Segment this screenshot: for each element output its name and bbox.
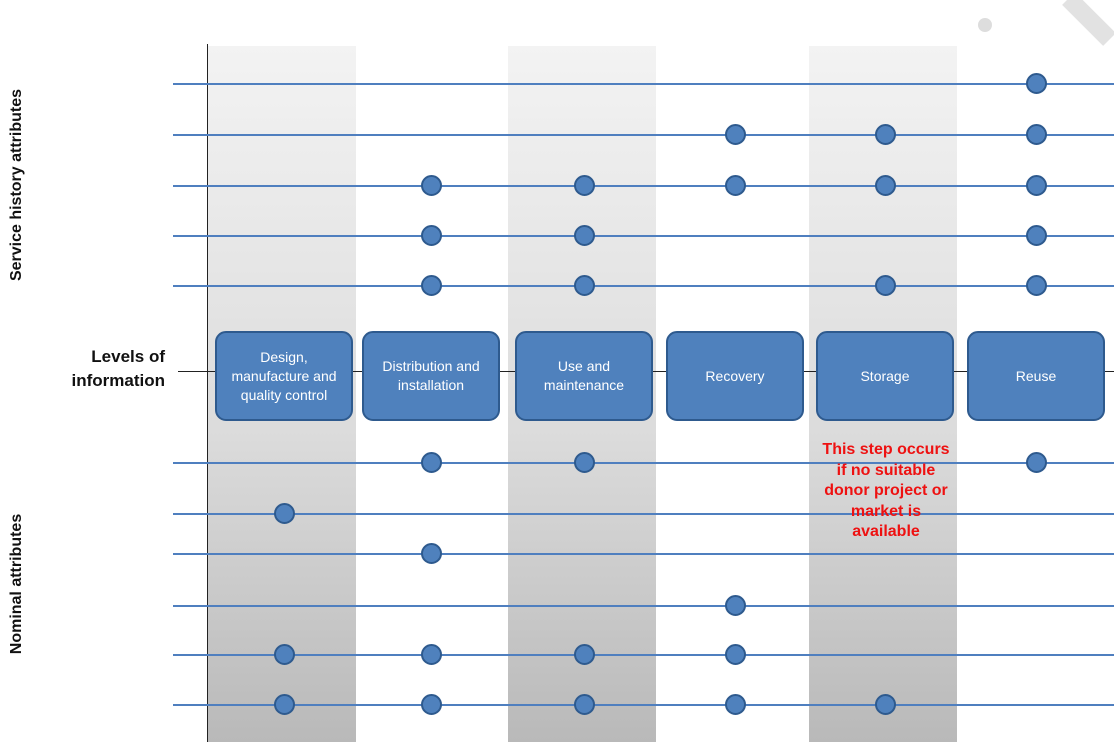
attribute-marker <box>1026 225 1047 246</box>
service-history-group-label: Service history attributes <box>8 55 26 315</box>
attribute-marker <box>421 225 442 246</box>
vertical-axis <box>207 44 208 742</box>
levels-of-information-label: Levels of information <box>40 345 165 393</box>
attribute-marker <box>1026 452 1047 473</box>
attribute-row-line <box>173 134 1114 136</box>
storage-condition-note: This step occurs if no suitable donor pr… <box>818 440 954 543</box>
attribute-marker <box>574 452 595 473</box>
attribute-row-line <box>173 462 1114 464</box>
attribute-marker <box>1026 275 1047 296</box>
attribute-row-line <box>173 513 1114 515</box>
attribute-row-line <box>173 83 1114 85</box>
stage-box: Storage <box>816 331 954 421</box>
attribute-row-line <box>173 285 1114 287</box>
attribute-marker <box>421 452 442 473</box>
stage-box: Reuse <box>967 331 1105 421</box>
attribute-marker <box>274 503 295 524</box>
attribute-marker <box>421 175 442 196</box>
attribute-marker <box>574 225 595 246</box>
stage-box: Distribution and installation <box>362 331 500 421</box>
attribute-marker <box>725 694 746 715</box>
attribute-marker <box>1026 175 1047 196</box>
nominal-group-label: Nominal attributes <box>8 484 26 684</box>
attribute-marker <box>875 175 896 196</box>
attribute-marker <box>274 644 295 665</box>
decorative-circle <box>978 18 992 32</box>
attribute-marker <box>421 644 442 665</box>
attribute-marker <box>725 644 746 665</box>
attribute-row-line <box>173 654 1114 656</box>
stage-box: Recovery <box>666 331 804 421</box>
levels-label-line: information <box>40 369 165 393</box>
attribute-marker <box>574 694 595 715</box>
attribute-marker <box>421 694 442 715</box>
attribute-marker <box>875 124 896 145</box>
attribute-marker <box>574 175 595 196</box>
attribute-marker <box>1026 124 1047 145</box>
attribute-marker <box>725 175 746 196</box>
attribute-row-line <box>173 704 1114 706</box>
attribute-marker <box>875 694 896 715</box>
stage-box: Use and maintenance <box>515 331 653 421</box>
decorative-slash <box>1062 0 1114 46</box>
attribute-marker <box>725 124 746 145</box>
attribute-marker <box>1026 73 1047 94</box>
attribute-row-line <box>173 235 1114 237</box>
attribute-marker <box>574 275 595 296</box>
attribute-marker <box>274 694 295 715</box>
attribute-marker <box>421 275 442 296</box>
attribute-marker <box>725 595 746 616</box>
stage-box: Design, manufacture and quality control <box>215 331 353 421</box>
attribute-row-line <box>173 553 1114 555</box>
attribute-marker <box>421 543 442 564</box>
attribute-row-line <box>173 605 1114 607</box>
attribute-marker <box>875 275 896 296</box>
attribute-marker <box>574 644 595 665</box>
levels-label-line: Levels of <box>40 345 165 369</box>
attribute-row-line <box>173 185 1114 187</box>
